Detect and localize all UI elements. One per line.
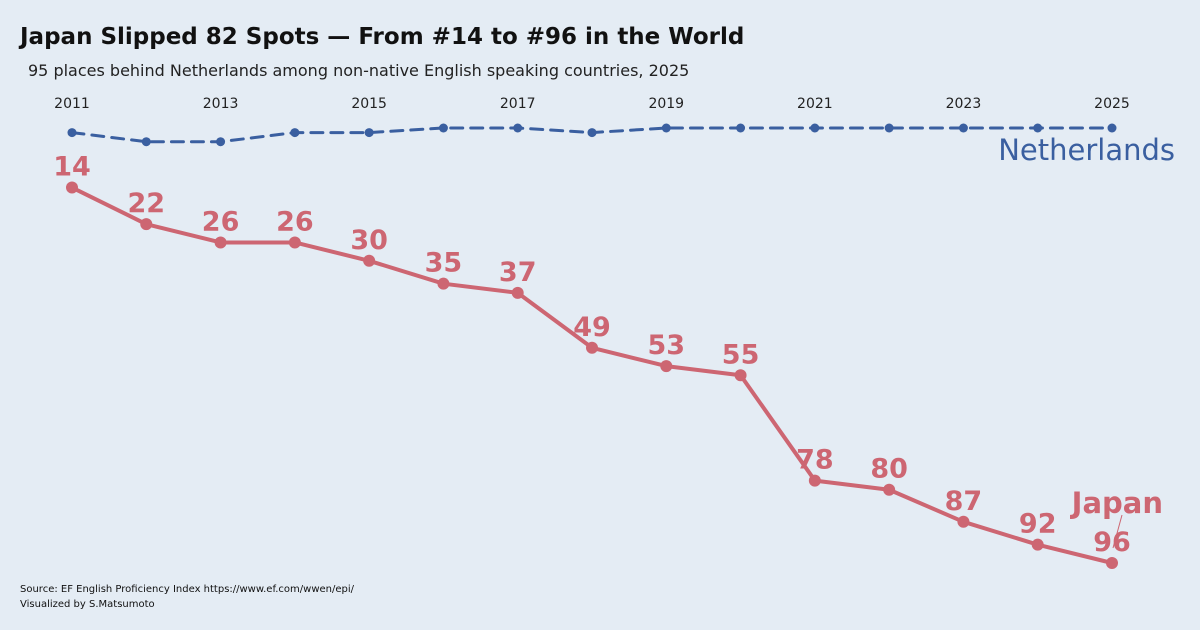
data-label: 26	[276, 206, 314, 237]
data-point	[437, 277, 450, 290]
data-point	[141, 137, 151, 147]
x-tick-label: 2021	[797, 96, 833, 112]
data-point	[66, 181, 78, 194]
data-point	[438, 123, 448, 133]
data-label: 30	[350, 225, 388, 256]
data-label: 55	[722, 339, 760, 370]
x-tick-label: 2013	[203, 96, 239, 112]
series-name-leader	[1112, 514, 1123, 549]
data-point	[214, 236, 227, 249]
chart-title: Japan Slipped 82 Spots — From #14 to #96…	[18, 24, 744, 50]
data-point	[660, 360, 673, 373]
data-point	[957, 515, 970, 528]
series-name-label: Japan	[1070, 486, 1163, 520]
credit-note: Visualized by S.Matsumoto	[20, 599, 155, 610]
data-label: 53	[647, 330, 685, 361]
source-note: Source: EF English Proficiency Index htt…	[20, 584, 355, 595]
x-tick-label: 2019	[648, 96, 684, 112]
data-point	[363, 254, 376, 267]
data-label: 37	[499, 257, 537, 288]
data-point	[810, 123, 820, 133]
data-point	[290, 128, 300, 138]
data-point	[734, 369, 747, 382]
data-label: 22	[127, 188, 165, 219]
data-point	[364, 128, 374, 138]
x-tick-label: 2015	[351, 96, 387, 112]
chart-subtitle: 95 places behind Netherlands among non-n…	[28, 61, 689, 80]
data-point	[808, 474, 821, 487]
data-label: 80	[870, 454, 908, 485]
data-point	[1107, 123, 1117, 133]
x-tick-label: 2023	[946, 96, 982, 112]
data-label: 96	[1093, 527, 1131, 558]
data-label: 14	[53, 152, 91, 183]
x-axis-ticks: 2011 2013 2015 2017 2019 2021 2023 2025	[54, 96, 1130, 112]
data-point	[1033, 123, 1043, 133]
data-point	[736, 123, 746, 133]
data-label: 87	[945, 486, 983, 517]
series-japan: 14 22 26 26 30 35 37 49 53 55 78 80 87 92 96 Japan	[53, 152, 1163, 569]
data-label: 92	[1019, 509, 1057, 540]
data-point	[67, 128, 77, 138]
data-point	[511, 286, 524, 299]
data-label: 26	[202, 206, 240, 237]
data-point	[661, 123, 671, 133]
data-point	[513, 123, 523, 133]
data-point	[216, 137, 226, 147]
series-netherlands: Netherlands	[67, 123, 1175, 167]
data-label: 35	[425, 248, 463, 279]
data-point	[587, 128, 597, 138]
data-point	[884, 123, 894, 133]
series-name-label: Netherlands	[998, 133, 1175, 167]
data-point	[958, 123, 968, 133]
x-tick-label: 2011	[54, 96, 90, 112]
x-tick-label: 2025	[1094, 96, 1130, 112]
data-point	[1031, 538, 1044, 551]
data-label: 49	[573, 312, 611, 343]
data-point	[586, 341, 598, 354]
data-point	[140, 218, 153, 231]
data-point	[883, 483, 896, 496]
data-point	[288, 236, 301, 249]
series-layer: Netherlands 14 22 26 26 30 35 37 49 53 55 78 80 87 92 9…	[53, 123, 1175, 569]
data-point	[1106, 557, 1118, 569]
x-tick-label: 2017	[500, 96, 536, 112]
data-label: 78	[796, 445, 834, 476]
